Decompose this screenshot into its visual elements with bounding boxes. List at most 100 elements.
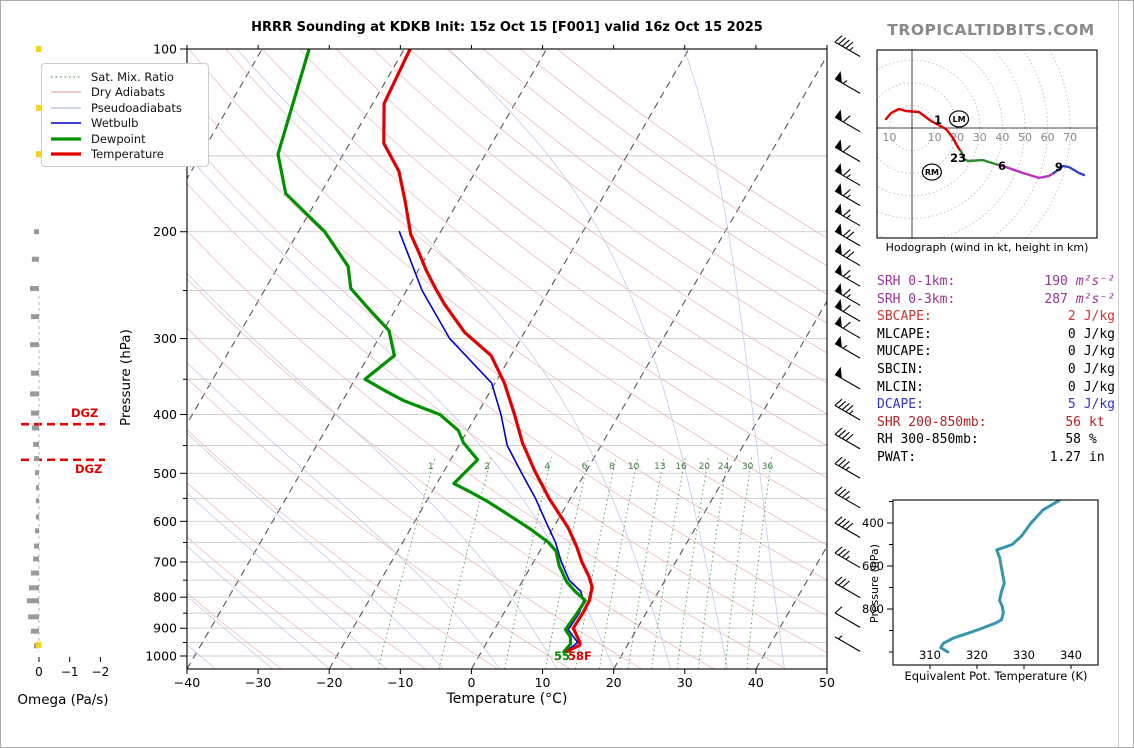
svg-text:10: 10 bbox=[535, 675, 551, 690]
surface-temperature-label: 58F bbox=[568, 649, 592, 663]
svg-text:2: 2 bbox=[484, 462, 490, 472]
wind-barb bbox=[834, 546, 861, 569]
wind-barb bbox=[834, 71, 861, 94]
dewpoint-curve bbox=[276, 49, 587, 654]
wind-barb bbox=[834, 486, 861, 509]
svg-text:200: 200 bbox=[153, 224, 177, 239]
wind-barb bbox=[834, 283, 861, 306]
skewt-axes: −40 −30 −20 −10 0 10 20 30 40 50 100 200 300 400 500 60… bbox=[145, 42, 835, 691]
svg-text:9: 9 bbox=[1055, 160, 1063, 174]
stat-unit: m²s⁻² bbox=[1075, 274, 1115, 289]
stat-label: RH 300-850mb: bbox=[877, 432, 979, 448]
wind-barb bbox=[834, 635, 861, 652]
svg-text:700: 700 bbox=[153, 554, 177, 569]
stat-value: 58 bbox=[1065, 432, 1081, 448]
wind-barb bbox=[834, 163, 861, 186]
svg-text:800: 800 bbox=[862, 602, 884, 616]
svg-text:400: 400 bbox=[153, 407, 177, 422]
wind-barb bbox=[834, 335, 861, 359]
wind-barb bbox=[834, 315, 861, 339]
svg-text:6: 6 bbox=[998, 159, 1006, 173]
stat-value: 190 bbox=[1044, 274, 1068, 289]
wind-barb bbox=[834, 576, 861, 599]
legend-item-label: Sat. Mix. Ratio bbox=[91, 69, 174, 84]
svg-text:1000: 1000 bbox=[145, 649, 177, 664]
legend-item: Temperature bbox=[50, 147, 202, 163]
svg-text:13: 13 bbox=[654, 462, 665, 472]
stat-row: SRH 0-1km: 190 m²s⁻² bbox=[877, 273, 1115, 291]
stat-label: DCAPE: bbox=[877, 397, 924, 413]
temperature-axis-label: Temperature (°C) bbox=[446, 691, 568, 707]
svg-text:36: 36 bbox=[762, 462, 774, 472]
surface-dewpoint-label: 55 bbox=[554, 649, 571, 663]
wind-barb bbox=[834, 243, 861, 267]
svg-text:40: 40 bbox=[995, 131, 1009, 144]
svg-text:8: 8 bbox=[609, 462, 615, 472]
dgz-label-upper: DGZ bbox=[71, 406, 99, 420]
stat-unit: J/kg bbox=[1083, 397, 1115, 413]
page-title: HRRR Sounding at KDKB Init: 15z Oct 15 [… bbox=[251, 20, 763, 35]
omega-panel: 0 −1 −2 bbox=[26, 46, 109, 679]
wind-barb bbox=[834, 606, 861, 628]
svg-text:30: 30 bbox=[742, 462, 754, 472]
svg-text:50: 50 bbox=[1018, 131, 1032, 144]
svg-text:600: 600 bbox=[862, 559, 884, 573]
thetae-panel: 310 320 330 340 400 600 800 bbox=[862, 499, 1099, 669]
wind-barb-column bbox=[834, 35, 861, 652]
legend-line-sample bbox=[51, 107, 81, 109]
stat-row: DCAPE: 5 J/kg bbox=[877, 396, 1115, 414]
stats-panel: SRH 0-1km: 190 m²s⁻² SRH 0-3km: 287 m²s⁻² SBCA… bbox=[877, 273, 1115, 467]
stat-unit: J/kg bbox=[1083, 361, 1115, 377]
wind-barb bbox=[834, 456, 861, 479]
legend-item: Pseudoadiabats bbox=[50, 100, 202, 116]
wind-barb bbox=[834, 516, 861, 538]
svg-text:60: 60 bbox=[1041, 131, 1055, 144]
wind-barb bbox=[834, 366, 861, 390]
pressure-axis-label: Pressure (hPa) bbox=[118, 329, 134, 426]
wetbulb-curve bbox=[398, 230, 585, 653]
legend-item-label: Temperature bbox=[91, 147, 164, 162]
hodograph-caption: Hodograph (wind in kt, height in km) bbox=[885, 241, 1089, 254]
stat-unit: kt bbox=[1089, 414, 1105, 430]
legend-line-sample bbox=[51, 122, 81, 125]
svg-text:30: 30 bbox=[973, 131, 987, 144]
stat-label: SBCAPE: bbox=[877, 309, 932, 325]
stat-row: RH 300-850mb: 58% bbox=[877, 431, 1115, 449]
svg-text:−10: −10 bbox=[387, 675, 413, 690]
svg-text:400: 400 bbox=[862, 516, 884, 530]
wind-barb bbox=[834, 203, 861, 227]
thetae-pressure-axis-label: Pressure (hPa) bbox=[868, 544, 881, 623]
stat-label: MLCAPE: bbox=[877, 326, 932, 342]
svg-text:4: 4 bbox=[544, 462, 550, 472]
stat-value: 5 bbox=[1067, 397, 1076, 413]
stat-label: SBCIN: bbox=[877, 361, 924, 377]
sounding-curves bbox=[276, 49, 594, 654]
stat-value: 0 bbox=[1067, 326, 1076, 342]
window-edge-divider bbox=[1118, 1, 1119, 747]
stat-label: SHR 200-850mb: bbox=[877, 414, 987, 430]
wind-barb bbox=[834, 139, 861, 163]
svg-text:10: 10 bbox=[882, 131, 896, 144]
stat-row: MUCAPE: 0 J/kg bbox=[877, 343, 1115, 361]
stat-unit: J/kg bbox=[1083, 379, 1115, 395]
svg-text:800: 800 bbox=[153, 590, 177, 605]
legend-item-label: Wetbulb bbox=[91, 116, 139, 131]
stat-row: MLCIN: 0 J/kg bbox=[877, 379, 1115, 397]
temperature-curve bbox=[382, 49, 594, 654]
stat-row: SRH 0-3km: 287 m²s⁻² bbox=[877, 291, 1115, 309]
stat-unit: J/kg bbox=[1083, 309, 1115, 325]
stat-row: SBCAPE: 2 J/kg bbox=[877, 308, 1115, 326]
svg-text:0: 0 bbox=[35, 665, 43, 679]
svg-text:−30: −30 bbox=[245, 675, 271, 690]
svg-text:20: 20 bbox=[699, 462, 711, 472]
svg-text:6: 6 bbox=[582, 462, 588, 472]
watermark: TROPICALTIDBITS.COM bbox=[887, 21, 1095, 39]
svg-text:320: 320 bbox=[966, 648, 988, 662]
svg-text:1: 1 bbox=[934, 113, 942, 127]
stat-row: MLCAPE: 0 J/kg bbox=[877, 326, 1115, 344]
wind-barb bbox=[834, 299, 861, 322]
legend: Sat. Mix. Ratio Dry Adiabats Pseudoadiabat… bbox=[41, 63, 209, 167]
wind-barb bbox=[834, 398, 861, 421]
